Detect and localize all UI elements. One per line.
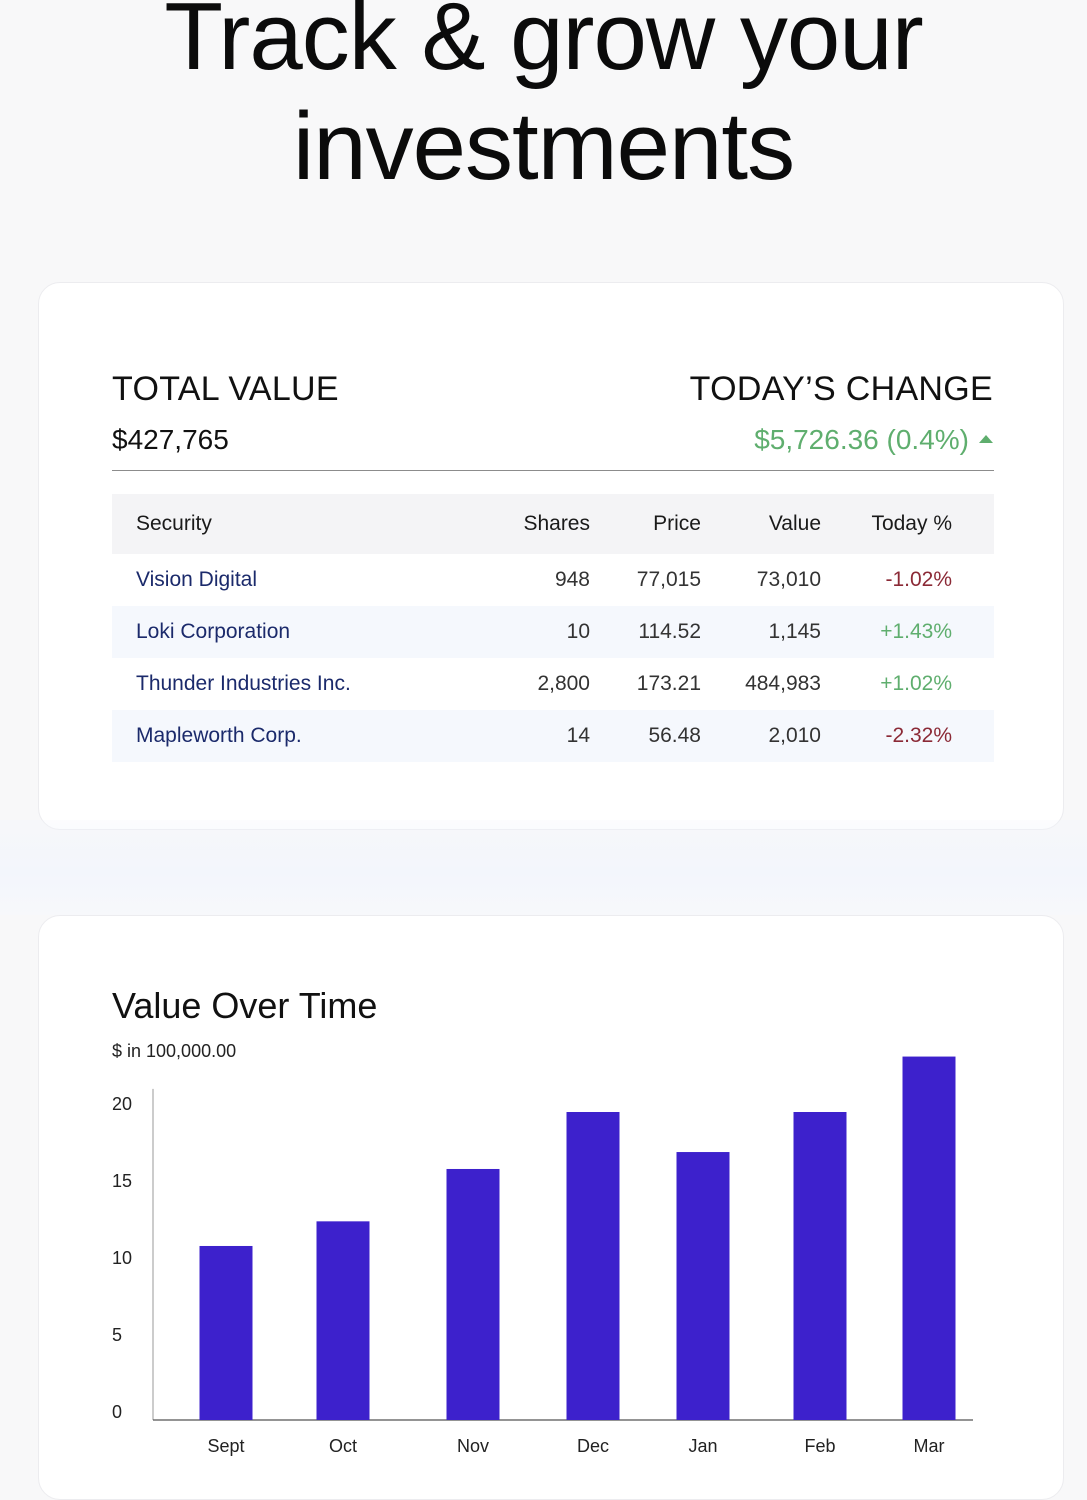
headline-line-2: investments (292, 93, 795, 200)
column-header-shares[interactable]: Shares (523, 512, 590, 535)
security-link[interactable]: Thunder Industries Inc. (136, 672, 351, 695)
chart-subtitle: $ in 100,000.00 (112, 1041, 237, 1061)
price-cell: 77,015 (636, 568, 701, 591)
todays-change: $5,726.36 (0.4%) (754, 424, 993, 456)
table-row: Vision Digital 948 77,015 73,010 -1.02% (112, 554, 994, 606)
column-header-price[interactable]: Price (653, 512, 701, 535)
security-link[interactable]: Vision Digital (136, 568, 258, 591)
holdings-table: Security Shares Price Value Today % Visi… (112, 494, 994, 762)
table-row: Thunder Industries Inc. 2,800 173.21 484… (112, 658, 994, 710)
caret-up-icon (979, 434, 993, 443)
column-header-security[interactable]: Security (136, 512, 212, 535)
column-header-value[interactable]: Value (768, 512, 821, 535)
table-header-row: Security Shares Price Value Today % (112, 494, 994, 554)
table-row: Mapleworth Corp. 14 56.48 2,010 -2.32% (112, 710, 994, 762)
shares-cell: 14 (566, 724, 590, 747)
today-change-cell: -2.32% (885, 724, 952, 747)
today-change-cell: -1.02% (885, 568, 952, 591)
today-change-cell: +1.02% (880, 672, 952, 695)
price-cell: 114.52 (638, 620, 701, 643)
price-cell: 56.48 (648, 724, 701, 747)
value-cell: 484,983 (745, 672, 821, 695)
headline-line-1: Track & grow your (164, 0, 923, 90)
value-cell: 73,010 (756, 568, 821, 591)
total-value-label: TOTAL VALUE (112, 370, 339, 408)
chart-title: Value Over Time (112, 985, 378, 1026)
total-value: $427,765 (112, 424, 229, 455)
table-row: Loki Corporation 10 114.52 1,145 +1.43% (112, 606, 994, 658)
column-header-today[interactable]: Today % (871, 512, 952, 535)
security-link[interactable]: Mapleworth Corp. (136, 724, 302, 747)
today-change-cell: +1.43% (880, 620, 952, 643)
background-gradient (0, 820, 1087, 915)
shares-cell: 2,800 (537, 672, 590, 695)
price-cell: 173.21 (636, 672, 701, 695)
todays-change-value: $5,726.36 (0.4%) (754, 424, 969, 455)
page-headline: Track & grow your investments (0, 0, 1087, 202)
security-link[interactable]: Loki Corporation (136, 620, 291, 643)
shares-cell: 948 (554, 568, 590, 591)
divider (112, 470, 994, 471)
value-cell: 1,145 (768, 620, 821, 643)
todays-change-label: TODAY’S CHANGE (689, 370, 993, 408)
shares-cell: 10 (566, 620, 590, 643)
value-cell: 2,010 (768, 724, 821, 747)
